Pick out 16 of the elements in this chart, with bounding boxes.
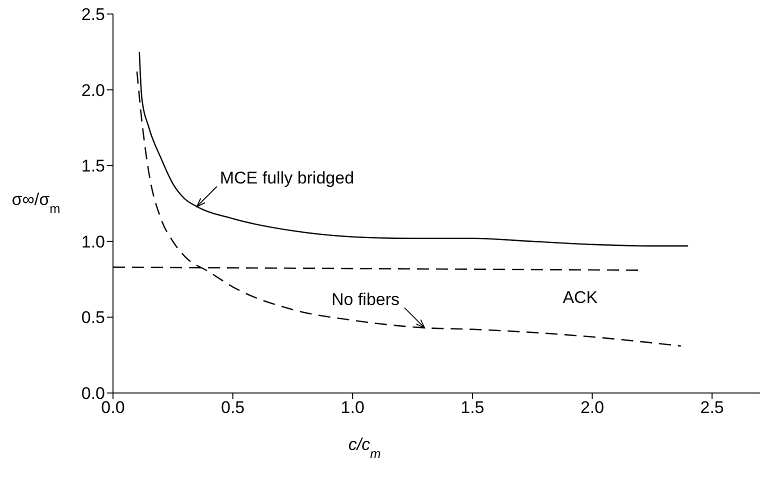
x-axis-title: c/c$_{m}$ bbox=[348, 435, 382, 460]
x-tick-label: 0.5 bbox=[220, 398, 245, 418]
x-tick-label: 2.5 bbox=[700, 398, 724, 418]
y-tick-label: 1.5 bbox=[81, 156, 105, 176]
y-axis-title: σ∞/σ$_{m}$ bbox=[12, 190, 60, 216]
x-tick-label: 1.0 bbox=[340, 398, 364, 418]
y-tick-label: 0.5 bbox=[81, 308, 105, 328]
x-tick-label: 0.0 bbox=[101, 398, 125, 418]
x-tick-label: 2.0 bbox=[580, 398, 604, 418]
annotation: No fibers bbox=[331, 290, 400, 309]
y-tick-label: 2.5 bbox=[81, 5, 105, 24]
series-label: ACK bbox=[562, 288, 598, 308]
y-tick-label: 1.0 bbox=[81, 232, 105, 252]
x-tick-label: 1.5 bbox=[460, 398, 484, 418]
annotation: MCE fully bridged bbox=[220, 168, 354, 188]
y-tick-label: 2.0 bbox=[81, 80, 105, 100]
